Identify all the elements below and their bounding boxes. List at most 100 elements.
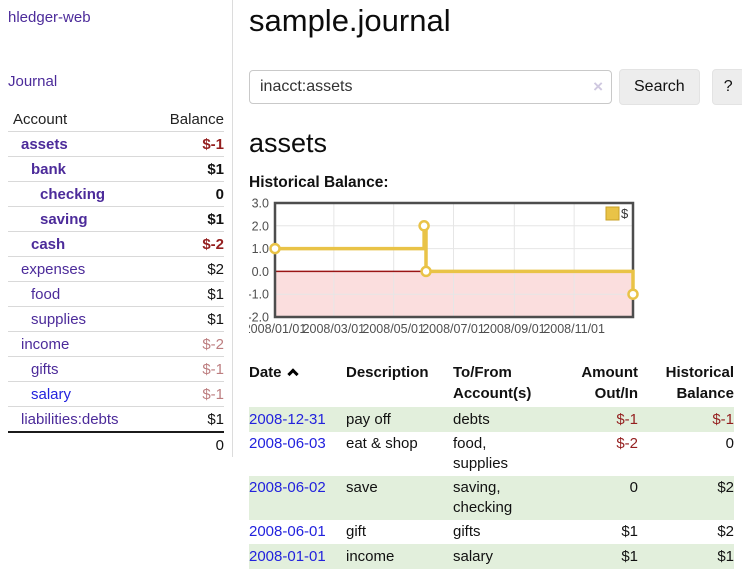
register-header-row: Date Description To/From Account(s) Amou… (249, 360, 734, 407)
transaction-accounts: saving, checking (453, 479, 513, 516)
brand-link[interactable]: hledger-web (8, 9, 91, 26)
transaction-amount: $-2 (616, 435, 638, 452)
account-row: salary $-1 (8, 381, 224, 407)
account-heading: assets (249, 128, 328, 158)
date-column-header[interactable]: Date (249, 360, 346, 407)
transaction-description: income (346, 547, 395, 565)
transaction-row: 2008-12-31 pay off debts $-1 $-1 (249, 407, 734, 432)
transaction-row: 2008-06-01 gift gifts $1 $2 (249, 520, 734, 545)
transaction-date-link[interactable]: 2008-01-01 (249, 547, 326, 565)
account-row: food $1 (8, 281, 224, 307)
account-link-checking[interactable]: checking (40, 185, 106, 203)
transaction-balance: 0 (725, 435, 734, 452)
accounts-header-row: Account Balance (8, 108, 224, 132)
svg-text:2008/07/01: 2008/07/01 (422, 322, 485, 336)
svg-text:-1.0: -1.0 (249, 288, 269, 302)
account-column-header: Account (13, 111, 68, 128)
account-link-income[interactable]: income (21, 335, 70, 353)
clear-search-icon[interactable]: × (593, 77, 603, 96)
svg-text:$: $ (621, 206, 629, 221)
transaction-description: gift (346, 523, 367, 540)
transaction-amount: 0 (629, 479, 638, 496)
account-row: bank $1 (8, 156, 224, 182)
transaction-balance: $1 (717, 547, 734, 565)
svg-text:2008/09/01: 2008/09/01 (483, 322, 546, 336)
transaction-date-link[interactable]: 2008-06-03 (249, 435, 326, 452)
account-balance: $-1 (202, 360, 224, 378)
page-title: sample.journal (249, 3, 451, 38)
help-button[interactable]: ? (711, 69, 742, 105)
svg-text:2008/11/01: 2008/11/01 (543, 322, 605, 336)
account-link-supplies[interactable]: supplies (31, 310, 87, 328)
transaction-date-link[interactable]: 2008-06-02 (249, 479, 326, 496)
account-row: checking 0 (8, 181, 224, 207)
svg-text:3.0: 3.0 (252, 197, 269, 211)
account-balance: $1 (207, 285, 224, 303)
account-link-liabilities-debts[interactable]: liabilities:debts (21, 410, 119, 428)
amount-column-header: Amount Out/In (581, 364, 638, 402)
svg-text:2008/01/01: 2008/01/01 (249, 322, 306, 336)
account-link-expenses[interactable]: expenses (21, 260, 86, 278)
app-brand: hledger-web (8, 9, 224, 27)
date-header-label: Date (249, 364, 282, 381)
account-link-gifts[interactable]: gifts (31, 360, 59, 378)
account-link-food[interactable]: food (31, 285, 61, 303)
svg-text:2.0: 2.0 (252, 219, 269, 233)
account-row: assets $-1 (8, 131, 224, 157)
chart-canvas: 2008/01/012008/03/012008/05/012008/07/01… (249, 197, 639, 336)
accounts-total-row: 0 (8, 432, 224, 457)
accounts-table: Account Balance assets $-1 bank $1 check… (8, 108, 224, 457)
transaction-accounts: gifts (453, 523, 481, 540)
main-content: sample.journal × Search ? assets Histori… (233, 0, 742, 582)
transaction-amount: $1 (621, 523, 638, 540)
account-balance: $1 (207, 410, 224, 428)
transaction-amount: $1 (621, 547, 638, 565)
transaction-accounts: food, supplies (453, 435, 509, 472)
account-row: liabilities:debts $1 (8, 406, 224, 433)
svg-text:0.0: 0.0 (252, 265, 269, 279)
accounts-total: 0 (215, 436, 224, 454)
account-link-assets[interactable]: assets (21, 135, 68, 153)
register-table: Date Description To/From Account(s) Amou… (249, 360, 734, 569)
historical-balance-chart: 2008/01/01 2008/03/01 2008/05/01 2008/07/01… (249, 195, 742, 341)
transaction-accounts: salary (453, 547, 494, 565)
search-button[interactable]: Search (619, 69, 700, 105)
account-balance: $2 (207, 260, 224, 278)
account-link-salary[interactable]: salary (31, 385, 72, 403)
account-link-bank[interactable]: bank (31, 160, 67, 178)
transaction-row: 2008-06-02 save saving, checking 0 $2 (249, 475, 734, 520)
transaction-date-link[interactable]: 2008-06-01 (249, 523, 326, 540)
account-balance: 0 (215, 185, 224, 203)
journal-link[interactable]: Journal (8, 73, 58, 90)
transaction-row: 2008-06-03 eat & shop food, supplies $-2… (249, 432, 734, 476)
sort-ascending-icon (286, 368, 299, 380)
account-row: expenses $2 (8, 256, 224, 282)
transaction-description: eat & shop (346, 435, 418, 452)
account-balance: $-1 (202, 385, 224, 403)
transaction-description: save (346, 479, 378, 496)
account-balance: $-1 (202, 135, 224, 153)
transaction-balance: $2 (717, 479, 734, 496)
transaction-balance: $-1 (712, 410, 734, 428)
account-row: cash $-2 (8, 231, 224, 257)
transaction-balance: $2 (717, 523, 734, 540)
account-row: supplies $1 (8, 306, 224, 332)
transaction-date-link[interactable]: 2008-12-31 (249, 410, 326, 428)
account-row: income $-2 (8, 331, 224, 357)
account-link-saving[interactable]: saving (40, 210, 88, 228)
account-row: saving $1 (8, 206, 224, 232)
chart-title: Historical Balance: (249, 174, 389, 191)
search-input[interactable] (249, 70, 612, 104)
transaction-amount: $-1 (616, 410, 638, 428)
account-row: gifts $-1 (8, 356, 224, 382)
transaction-accounts: debts (453, 410, 490, 428)
sidebar: hledger-web Journal Account Balance asse… (0, 0, 233, 457)
search-form: × Search ? (249, 69, 742, 105)
svg-text:-2.0: -2.0 (249, 311, 269, 325)
nav-journal: Journal (8, 73, 224, 91)
balance-column-header: Historical Balance (665, 364, 734, 402)
account-balance: $1 (207, 160, 224, 178)
account-link-cash[interactable]: cash (31, 235, 66, 253)
svg-text:2008/03/01: 2008/03/01 (303, 322, 366, 336)
description-column-header: Description (346, 364, 429, 381)
